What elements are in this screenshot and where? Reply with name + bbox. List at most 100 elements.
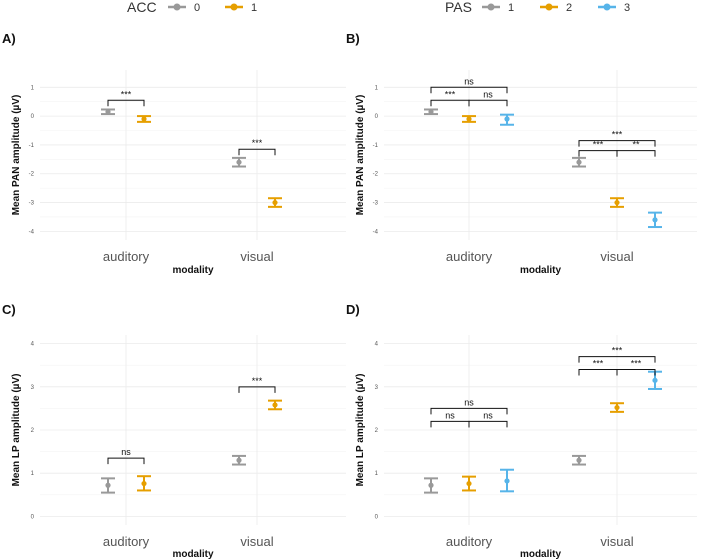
significance-bracket: ***: [578, 346, 656, 363]
y-tick-label: 4: [375, 342, 379, 348]
panel-label: A): [2, 31, 16, 46]
significance-label: ns: [445, 410, 455, 420]
data-point-group: [101, 108, 115, 116]
y-tick-label: -2: [29, 172, 35, 178]
significance-bracket: ***: [578, 140, 618, 157]
x-tick-label: auditory: [446, 534, 493, 549]
significance-label: ns: [464, 397, 474, 407]
significance-bracket: ***: [578, 130, 656, 147]
legend-label: 3: [624, 2, 630, 14]
data-point-group: [424, 108, 438, 116]
bracket-line: [578, 140, 656, 147]
y-tick-label: -1: [29, 143, 35, 149]
bracket-line: [430, 86, 508, 94]
data-point-group: [500, 468, 514, 493]
y-tick-label: -2: [373, 172, 379, 178]
panel-label: B): [346, 31, 360, 46]
significance-label: ns: [464, 76, 474, 86]
bracket-line: [238, 386, 276, 393]
legend-pas: PAS 1 2 3: [445, 0, 630, 15]
significance-label: ***: [612, 346, 623, 356]
data-point: [105, 482, 111, 488]
significance-bracket: ns: [468, 410, 508, 428]
data-point: [652, 217, 658, 223]
data-point-group: [232, 454, 246, 466]
significance-label: ***: [631, 359, 642, 369]
legend-title: ACC: [127, 0, 157, 15]
data-point-group: [137, 475, 151, 492]
data-point: [272, 402, 278, 408]
y-tick-label: 1: [375, 85, 379, 91]
bracket-line: [430, 99, 470, 107]
y-tick-label: 3: [375, 385, 379, 391]
panel-a: A) -4 -3 -2 -1 0 1 auditory visual modality Mean P…: [2, 31, 346, 276]
data-point: [576, 457, 582, 463]
legend-label: 1: [251, 2, 257, 14]
data-point-group: [424, 477, 438, 494]
data-point: [576, 159, 582, 165]
data-point-group: [268, 399, 282, 411]
legend-key-point: [487, 3, 495, 11]
legend-label: 2: [566, 2, 572, 14]
bracket-line: [430, 420, 470, 428]
y-tick-label: 2: [375, 428, 379, 434]
panel-label: C): [2, 302, 16, 317]
bracket-line: [468, 99, 508, 107]
y-tick-label: 1: [375, 471, 379, 477]
significance-label: ns: [483, 89, 493, 99]
significance-label: ***: [121, 89, 132, 99]
legend-key-point: [603, 3, 611, 11]
significance-bracket: ***: [107, 89, 145, 107]
data-point: [141, 116, 147, 122]
x-tick-label: visual: [600, 249, 633, 264]
significance-bracket: ns: [468, 89, 508, 107]
data-point-group: [648, 211, 662, 229]
y-axis-title: Mean PAN amplitude (µV): [355, 95, 366, 216]
significance-label: ***: [593, 140, 604, 150]
panel-d: D) 0 1 2 3 4 auditory visual modality Mean LP amp…: [346, 302, 697, 559]
data-point-group: [462, 115, 476, 123]
significance-label: ***: [612, 130, 623, 140]
data-point-group: [572, 454, 586, 466]
significance-label: ***: [252, 138, 263, 148]
significance-bracket: ***: [238, 376, 276, 393]
significance-label: ***: [445, 89, 456, 99]
bracket-line: [578, 369, 618, 376]
bracket-line: [578, 356, 656, 363]
significance-bracket: ns: [430, 410, 470, 428]
bracket-line: [468, 420, 508, 428]
y-tick-label: -4: [373, 229, 379, 235]
panel-c: C) 0 1 2 3 4 auditory visual modality Mean LP amp…: [2, 302, 346, 559]
y-tick-label: -1: [373, 143, 379, 149]
legend-key-point: [545, 3, 553, 11]
bracket-line: [107, 99, 145, 107]
bracket-line: [238, 148, 276, 156]
x-tick-label: visual: [600, 534, 633, 549]
significance-label: ***: [593, 359, 604, 369]
legend-label: 0: [194, 2, 200, 14]
significance-label: ns: [483, 410, 493, 420]
y-axis-title: Mean PAN amplitude (µV): [11, 95, 22, 216]
bracket-line: [430, 407, 508, 415]
significance-bracket: **: [616, 140, 656, 157]
data-point: [236, 159, 242, 165]
bracket-line: [616, 150, 656, 157]
data-point-group: [610, 402, 624, 413]
significance-bracket: ***: [578, 359, 618, 376]
legend-label: 1: [508, 2, 514, 14]
x-axis-title: modality: [172, 549, 214, 559]
significance-bracket: ns: [430, 76, 508, 94]
y-tick-label: -3: [373, 201, 379, 207]
x-axis-title: modality: [520, 265, 562, 276]
data-point: [504, 478, 510, 484]
legend-key-point: [230, 3, 238, 11]
data-point: [428, 482, 434, 488]
significance-bracket: ***: [238, 138, 276, 156]
y-tick-label: 0: [31, 514, 35, 520]
significance-label: ***: [252, 376, 263, 386]
significance-bracket: ***: [430, 89, 470, 107]
data-point: [141, 480, 147, 487]
data-point-group: [232, 156, 246, 168]
data-point: [236, 457, 242, 463]
legend-acc: ACC 0 1: [127, 0, 257, 15]
